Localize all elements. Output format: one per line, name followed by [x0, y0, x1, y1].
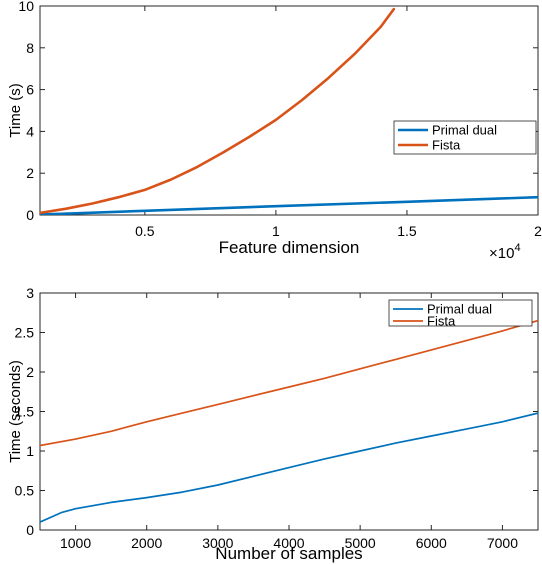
x-exponent-base: ×10 — [489, 245, 514, 262]
series-line-primal-dual — [40, 412, 538, 523]
y-tick-label: 1.5 — [15, 404, 35, 420]
y-tick-label: 0.5 — [15, 483, 35, 499]
y-tick-label: 0 — [26, 207, 34, 223]
legend-label: Primal dual — [432, 123, 497, 138]
y-tick-label: 4 — [26, 123, 34, 139]
x-tick-label: 2000 — [131, 535, 162, 551]
y-axis-label: Time (s) — [7, 83, 24, 137]
x-exponent-power: 4 — [514, 242, 520, 254]
axes-box — [39, 292, 539, 531]
legend-label: Fista — [432, 138, 461, 153]
x-tick-label: 3000 — [202, 535, 233, 551]
x-exponent-label: ×104 — [489, 242, 521, 262]
chart-number-of-samples: 0 0.5 1 1.5 2 2.5 3 1000 2000 3000 4000 5000 6000 700… — [7, 285, 539, 563]
y-tick-label: 10 — [18, 0, 34, 14]
x-tick-label: 1.5 — [397, 223, 417, 239]
series-line-fista — [40, 7, 396, 215]
y-tick-label: 2.5 — [15, 325, 35, 341]
x-tick-label: 7000 — [487, 535, 518, 551]
y-tick-label: 1 — [26, 443, 34, 459]
series-line-fista — [40, 319, 538, 447]
x-tick-label: 1 — [272, 223, 280, 239]
x-tick-label: 6000 — [416, 535, 447, 551]
y-tick-label: 3 — [26, 285, 34, 301]
axes-box — [39, 5, 539, 216]
x-axis-label: Feature dimension — [219, 238, 360, 257]
series-line-primal-dual — [40, 195, 538, 215]
y-tick-label: 6 — [26, 82, 34, 98]
x-tick-label: 4000 — [273, 535, 304, 551]
y-tick-label: 8 — [26, 40, 34, 56]
x-tick-label: 2 — [534, 223, 542, 239]
legend-box — [393, 120, 537, 155]
x-tick-label: 0.5 — [135, 223, 155, 239]
x-tick-label: 1000 — [60, 535, 91, 551]
x-axis-label: Number of samples — [215, 544, 362, 563]
y-tick-label: 2 — [26, 165, 34, 181]
y-tick-label: 2 — [26, 364, 34, 380]
x-tick-label: 5000 — [345, 535, 376, 551]
legend-label: Primal dual — [427, 302, 492, 317]
y-axis-label: Time (seconds) — [7, 360, 24, 463]
y-tick-label: 0 — [26, 522, 34, 538]
legend-label: Fista — [427, 314, 456, 329]
chart-feature-dimension: 0 2 4 6 8 10 0.5 1 1.5 2 Feature dimension Time (s)… — [7, 0, 542, 262]
